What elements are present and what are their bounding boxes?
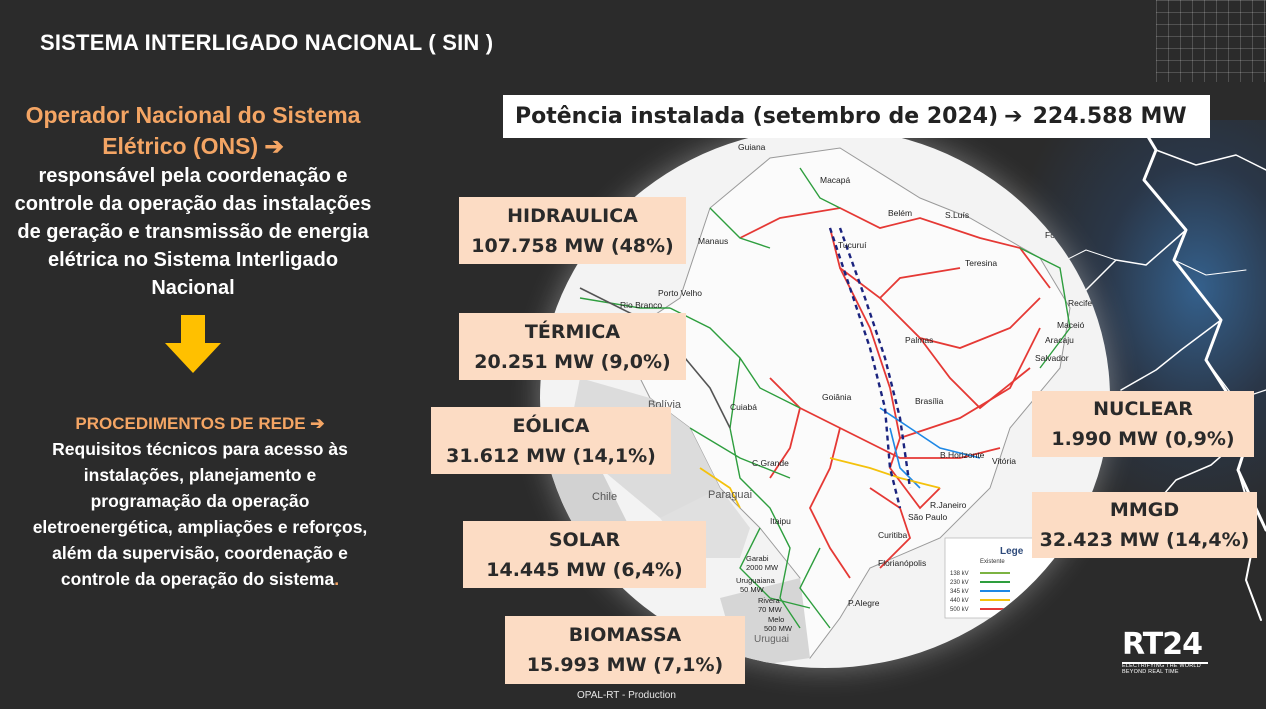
source-value: 31.612 MW (14,1%) [431, 441, 671, 471]
ons-block: Operador Nacional do Sistema Elétrico (O… [8, 100, 378, 302]
source-box-solar: SOLAR 14.445 MW (6,4%) [463, 521, 706, 588]
source-name: TÉRMICA [459, 317, 686, 347]
map-label-vitoria: Vitória [992, 456, 1016, 466]
source-value: 14.445 MW (6,4%) [463, 555, 706, 585]
map-label-uruguaiana: Uruguaiana [736, 576, 776, 585]
map-label-r-janeiro: R.Janeiro [930, 500, 967, 510]
map-label-macapa: Macapá [820, 175, 851, 185]
right-arrow-icon: ➔ [265, 133, 284, 159]
source-name: HIDRAULICA [459, 201, 686, 231]
map-label-melo-mw: 500 MW [764, 624, 793, 633]
capacity-value: 224.588 MW [1033, 104, 1187, 129]
map-label-itaipu: Itaipu [770, 516, 791, 526]
ons-name: Operador Nacional do Sistema Elétrico (O… [26, 102, 361, 159]
map-label-sao-paulo: São Paulo [908, 512, 947, 522]
map-label-recife: Recife [1068, 298, 1092, 308]
rt24-tagline: ELECTRIFYING THE WORLD BEYOND REAL TIME [1122, 663, 1222, 675]
legend-column-existente: Existente [980, 559, 1005, 565]
source-value: 20.251 MW (9,0%) [459, 347, 686, 377]
source-name: EÓLICA [431, 411, 671, 441]
source-name: NUCLEAR [1032, 394, 1254, 424]
source-name: MMGD [1032, 495, 1257, 525]
source-value: 107.758 MW (48%) [459, 231, 686, 261]
legend-440kv: 440 kV [950, 598, 969, 604]
logo-underline [1122, 662, 1208, 664]
footer-credit: OPAL-RT - Production [577, 690, 676, 701]
source-value: 1.990 MW (0,9%) [1032, 424, 1254, 454]
map-label-teresina: Teresina [965, 258, 997, 268]
right-arrow-icon: ➔ [1004, 104, 1022, 129]
map-label-b-horizonte: B.Horizonte [940, 450, 985, 460]
map-label-sao-luis: S.Luís [945, 210, 969, 220]
map-label-maceio: Maceió [1057, 320, 1085, 330]
ons-name-line: Operador Nacional do Sistema Elétrico (O… [8, 100, 378, 162]
legend-345kv: 345 kV [950, 589, 969, 595]
capacity-label: Potência instalada (setembro de 2024) [515, 104, 998, 129]
map-label-p-alegre: P.Alegre [848, 598, 880, 608]
map-label-curitiba: Curitiba [878, 530, 908, 540]
map-label-aracaju: Aracaju [1045, 335, 1074, 345]
installed-capacity-banner: Potência instalada (setembro de 2024) ➔ … [503, 95, 1210, 138]
map-label-belem: Belém [888, 208, 912, 218]
source-value: 32.423 MW (14,4%) [1032, 525, 1257, 555]
ons-description: responsável pela coordenação e controle … [8, 162, 378, 302]
source-name: BIOMASSA [505, 620, 745, 650]
map-label-chile: Chile [592, 491, 617, 503]
map-label-rio-branco: Rio Branco [620, 300, 662, 310]
map-label-guiana: Guiana [738, 142, 766, 152]
map-label-florianopolis: Florianópolis [878, 558, 926, 568]
legend-500kv: 500 kV [950, 607, 969, 613]
map-label-brasilia: Brasília [915, 396, 944, 406]
legend-230kv: 230 kV [950, 580, 969, 586]
source-box-termica: TÉRMICA 20.251 MW (9,0%) [459, 313, 686, 380]
map-label-manaus: Manaus [698, 236, 728, 246]
rt24-logo-text: RT24 [1122, 630, 1222, 660]
map-label-cuiaba: Cuiabá [730, 402, 757, 412]
rt24-logo: RT24 ELECTRIFYING THE WORLD BEYOND REAL … [1122, 630, 1222, 680]
map-label-rivera-mw: 70 MW [758, 605, 783, 614]
map-label-fortaleza: Fortaleza [1045, 230, 1081, 240]
map-label-c-grande: C.Grande [752, 458, 789, 468]
map-label-uruguaiana-mw: 50 MW [740, 585, 765, 594]
slide-title: SISTEMA INTERLIGADO NACIONAL ( SIN ) [40, 30, 493, 56]
source-box-hidraulica: HIDRAULICA 107.758 MW (48%) [459, 197, 686, 264]
map-label-paraguai: Paraguai [708, 489, 752, 501]
procedimentos-description: Requisitos técnicos para acesso às insta… [33, 439, 368, 589]
down-arrow-icon [163, 315, 223, 375]
procedimentos-block: PROCEDIMENTOS DE REDE ➔ Requisitos técni… [30, 412, 370, 592]
source-value: 15.993 MW (7,1%) [505, 650, 745, 680]
map-label-garabi-mw: 2000 MW [746, 563, 779, 572]
map-label-uruguai: Uruguai [754, 634, 789, 645]
map-label-goiania: Goiânia [822, 392, 852, 402]
map-label-porto-velho: Porto Velho [658, 288, 702, 298]
map-label-salvador: Salvador [1035, 353, 1069, 363]
source-box-eolica: EÓLICA 31.612 MW (14,1%) [431, 407, 671, 474]
legend-title: Lege [1000, 546, 1024, 557]
map-label-palmas: Palmas [905, 335, 933, 345]
map-label-tucurui: Tucuruí [838, 240, 867, 250]
source-box-mmgd: MMGD 32.423 MW (14,4%) [1032, 492, 1257, 558]
source-box-biomassa: BIOMASSA 15.993 MW (7,1%) [505, 616, 745, 684]
procedimentos-description-line: Requisitos técnicos para acesso às insta… [30, 436, 370, 592]
map-label-melo: Melo [768, 615, 784, 624]
source-box-nuclear: NUCLEAR 1.990 MW (0,9%) [1032, 391, 1254, 457]
legend-138kv: 138 kV [950, 571, 969, 577]
source-name: SOLAR [463, 525, 706, 555]
map-label-garabi: Garabi [746, 554, 769, 563]
map-label-rivera: Rivera [758, 596, 781, 605]
procedimentos-end-mark: . [334, 569, 339, 589]
procedimentos-title: PROCEDIMENTOS DE REDE ➔ [30, 412, 370, 436]
